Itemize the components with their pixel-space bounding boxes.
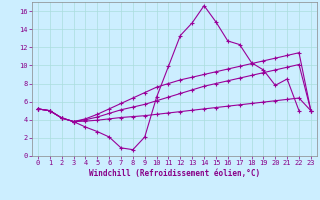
X-axis label: Windchill (Refroidissement éolien,°C): Windchill (Refroidissement éolien,°C) [89, 169, 260, 178]
